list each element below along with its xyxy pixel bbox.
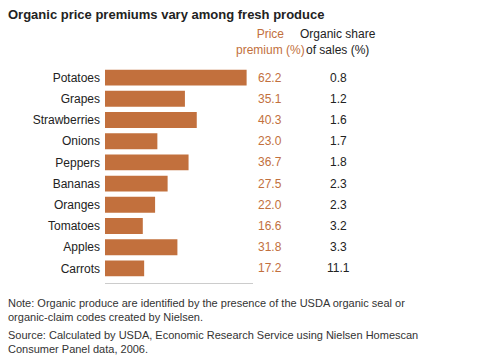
svg-text:Potatoes: Potatoes: [53, 71, 100, 85]
svg-text:17.2: 17.2: [258, 261, 282, 275]
svg-text:1.8: 1.8: [330, 155, 347, 169]
svg-text:35.1: 35.1: [258, 92, 282, 106]
svg-text:3.2: 3.2: [330, 219, 347, 233]
svg-text:11.1: 11.1: [327, 261, 350, 275]
svg-text:Bananas: Bananas: [53, 177, 100, 191]
svg-text:31.8: 31.8: [258, 240, 282, 254]
svg-text:36.7: 36.7: [258, 155, 282, 169]
svg-text:Peppers: Peppers: [55, 156, 100, 170]
svg-text:40.3: 40.3: [258, 113, 282, 127]
svg-text:3.3: 3.3: [330, 240, 347, 254]
svg-text:0.8: 0.8: [330, 71, 347, 85]
svg-text:62.2: 62.2: [258, 71, 282, 85]
svg-text:Carrots: Carrots: [61, 262, 100, 276]
svg-text:27.5: 27.5: [258, 177, 282, 191]
svg-text:22.0: 22.0: [258, 198, 282, 212]
svg-text:Grapes: Grapes: [61, 92, 100, 106]
svg-text:23.0: 23.0: [258, 134, 282, 148]
svg-text:Organic shareof sales (%): Organic shareof sales (%): [300, 27, 376, 57]
svg-text:16.6: 16.6: [258, 219, 282, 233]
svg-text:Oranges: Oranges: [54, 198, 100, 212]
svg-text:Note: Organic produce are iden: Note: Organic produce are identified by …: [8, 297, 405, 323]
svg-text:1.6: 1.6: [330, 113, 347, 127]
svg-text:Organic price premiums vary am: Organic price premiums vary among fresh …: [8, 7, 324, 22]
svg-text:Source: Calculated by USDA, Ec: Source: Calculated by USDA, Economic Res…: [8, 329, 418, 355]
svg-text:Pricepremium (%): Pricepremium (%): [236, 27, 305, 57]
svg-text:Tomatoes: Tomatoes: [48, 219, 100, 233]
svg-text:1.7: 1.7: [330, 134, 347, 148]
svg-text:2.3: 2.3: [330, 198, 347, 212]
svg-text:Apples: Apples: [63, 240, 100, 254]
svg-text:1.2: 1.2: [330, 92, 347, 106]
svg-text:2.3: 2.3: [330, 177, 347, 191]
svg-text:Strawberries: Strawberries: [33, 113, 100, 127]
svg-text:Onions: Onions: [62, 134, 100, 148]
